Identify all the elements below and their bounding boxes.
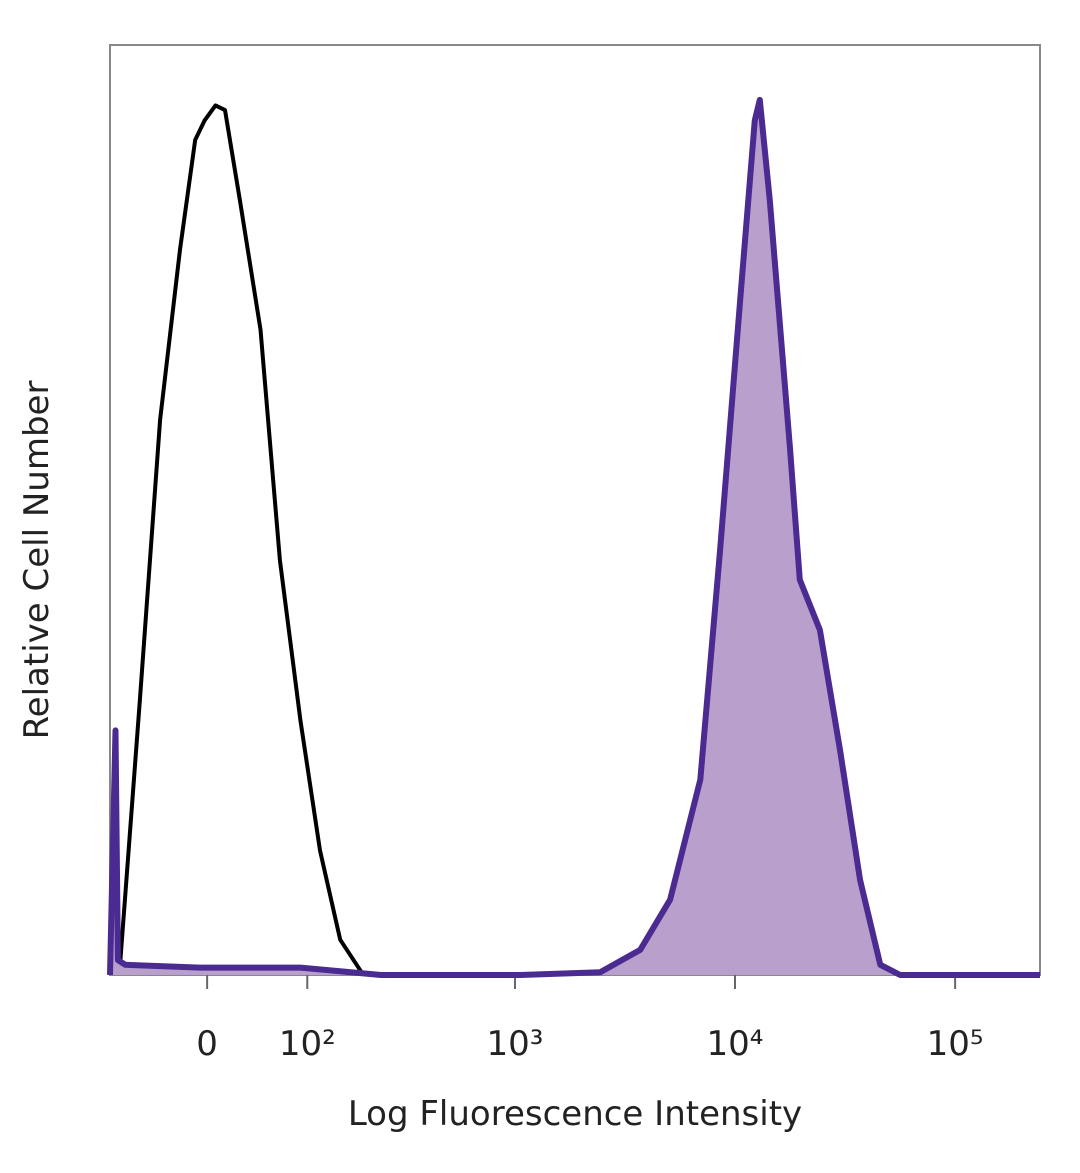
x-tick-label: 10³ (487, 1024, 544, 1064)
x-axis-label: Log Fluorescence Intensity (348, 1094, 802, 1134)
histogram-fill (110, 99, 1040, 975)
histogram-line (118, 103, 364, 974)
x-tick-label: 10⁵ (927, 1024, 984, 1064)
x-tick-label: 10² (279, 1024, 336, 1064)
y-axis-label: Relative Cell Number (17, 381, 57, 740)
x-tick-label: 10⁴ (707, 1024, 764, 1064)
histogram-line (107, 96, 1040, 978)
x-tick-label: 0 (196, 1024, 218, 1064)
plot-frame (109, 44, 1041, 976)
